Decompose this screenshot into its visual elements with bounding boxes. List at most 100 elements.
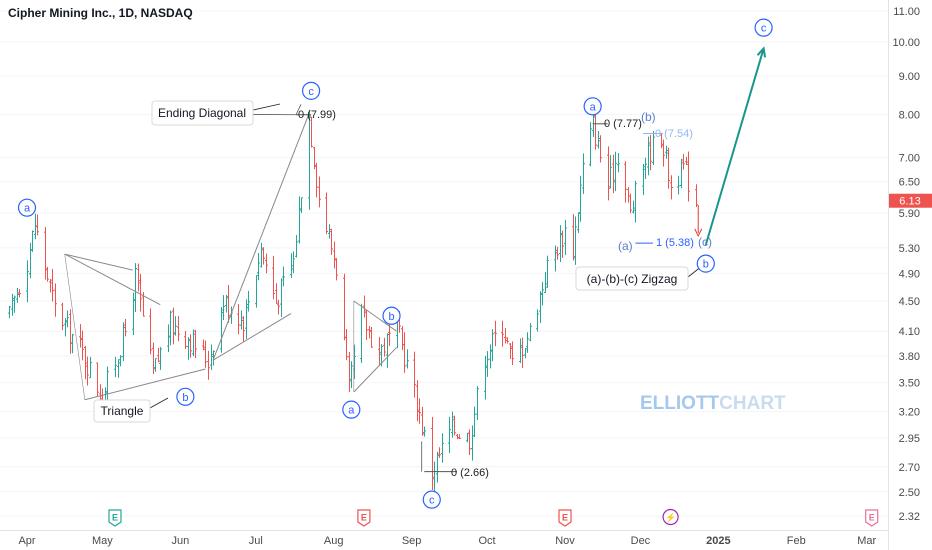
event-marker[interactable]: E [558,509,572,527]
ohlc-bar [260,242,263,268]
wave-letter: b [703,259,709,271]
ohlc-bar [134,263,137,313]
ohlc-bar [682,153,685,170]
ohlc-bar [298,196,301,244]
ohlc-bar [204,340,207,368]
ohlc-bar [69,309,72,354]
x-tick-label: Sep [402,535,422,547]
wave-label-b: b [696,254,715,273]
ohlc-bar [124,318,127,337]
ohlc-bar [660,132,663,149]
ohlc-bar [519,338,522,363]
ohlc-bar [225,294,228,313]
ohlc-bar [403,332,406,373]
ohlc-bar [54,283,57,317]
ohlc-bar [489,344,492,369]
ohlc-bar [122,322,125,361]
x-tick-label: May [92,535,113,547]
ohlc-bar [473,406,476,438]
ohlc-bar [423,426,426,437]
ohlc-bar [328,224,331,239]
ohlc-bar [345,329,348,361]
ohlc-bar [529,323,532,342]
wave-label-c: c [422,490,441,509]
ohlc-bar [343,273,346,341]
diagonal-lower-line [212,313,292,361]
ohlc-bar [292,251,295,274]
ohlc-bar [370,326,373,348]
callout-pointer [295,104,302,115]
y-tick-label: 8.00 [899,109,920,121]
ohlc-bar [202,339,205,351]
ohlc-bar [368,325,371,339]
ohlc-bar [222,295,225,321]
x-tick-label: Mar [857,535,876,547]
ohlc-bar [388,324,391,347]
ohlc-bar [506,337,509,344]
ohlc-bar [436,451,439,483]
ohlc-bar [642,163,645,196]
event-markers: E E E ⚡ E [108,508,879,527]
ohlc-bar [169,310,172,346]
ohlc-bar [350,361,353,389]
wave-letter: a [590,101,597,113]
ohlc-bar [383,337,386,357]
ohlc-bar [18,289,21,298]
ohlc-bar [220,307,223,353]
ohlc-bar [8,305,11,319]
ohlc-bar [300,197,303,213]
ohlc-bar [634,180,637,223]
ohlc-bar [577,212,580,233]
y-tick-label: 11.00 [893,6,920,18]
ohlc-bar [665,145,668,159]
x-tick-label: Aug [324,535,344,547]
ohlc-bar [494,320,497,347]
callout-label: (a)-(b)-(c) Zigzag [587,272,678,286]
triangle-left-line [64,254,86,400]
ohlc-bar [119,355,122,367]
y-tick-label: 10.00 [892,37,920,49]
ohlc-bar [644,157,647,180]
ohlc-bar [245,299,248,340]
x-tick-label: Nov [555,535,575,547]
ohlc-bar [207,350,210,380]
callout-arrow [149,397,169,409]
ohlc-bar [44,227,47,280]
ohlc-bar [624,161,627,203]
level-label-7.99: 0 (7.99) [298,109,336,121]
x-tick-label: Dec [631,535,651,547]
ohlc-bar [501,320,504,347]
ohlc-bar [544,272,547,293]
y-tick-label: 9.00 [899,71,920,83]
level-label-7.54: 0 (7.54) [655,128,693,140]
event-marker[interactable]: ⚡ [662,508,679,526]
ohlc-bar [247,290,250,312]
ohlc-bar [572,214,575,261]
y-tick-label: 3.20 [899,407,920,419]
ohlc-bar [524,348,527,359]
ohlc-bar [159,347,162,370]
event-marker[interactable]: E [865,509,879,527]
ohlc-bar [79,324,82,348]
ohlc-bar [680,158,683,189]
ohlc-bar [607,146,610,201]
event-marker[interactable]: E [357,509,371,527]
wave-label-b: b [176,387,195,406]
ohlc-bar [194,330,197,359]
ohlc-bar [49,278,52,293]
ohlc-bar [152,342,155,374]
ohlc-bar [448,416,451,453]
ohlc-bar [51,268,54,302]
wave-label-a: a [583,97,602,116]
event-marker[interactable]: E [108,509,122,527]
ohlc-bar [184,331,187,349]
ohlc-bar [687,151,690,202]
ohlc-bar [36,214,39,236]
ohlc-bar [431,416,434,490]
ohlc-bar [486,351,489,377]
ohlc-bar [333,241,336,269]
wave-letter: b [388,311,394,323]
ohlc-bar [476,386,479,420]
